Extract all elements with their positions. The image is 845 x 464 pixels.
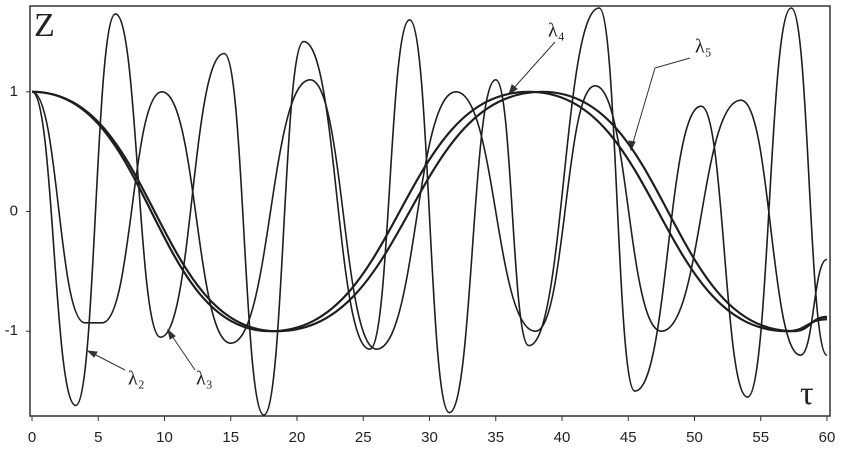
y-tick-label: 0 — [10, 202, 18, 219]
series-label: λ₅ — [695, 36, 712, 58]
x-tick-label: 10 — [156, 429, 173, 446]
series-label: λ₂ — [128, 368, 145, 390]
arrow-head — [167, 328, 176, 340]
x-axis-label: τ — [800, 375, 814, 412]
line-series — [31, 7, 828, 416]
x-tick-label: 55 — [752, 429, 769, 446]
line-series — [31, 90, 828, 333]
x-tick-label: 15 — [222, 429, 239, 446]
arrow-head — [508, 84, 518, 96]
arrow — [511, 41, 556, 91]
x-tick-label: 45 — [620, 429, 637, 446]
series-label: λ₄ — [548, 20, 565, 42]
x-tick-label: 0 — [28, 429, 36, 446]
x-tick-label: 40 — [554, 429, 571, 446]
arrow — [89, 351, 126, 371]
y-tick-label: -1 — [5, 322, 18, 339]
x-tick-label: 60 — [819, 429, 836, 446]
series-label: λ₃ — [196, 368, 213, 390]
x-tick-label: 30 — [421, 429, 438, 446]
x-tick-label: 5 — [94, 429, 102, 446]
arrow — [631, 67, 656, 147]
y-tick-label: 1 — [10, 83, 18, 100]
x-tick-label: 50 — [686, 429, 703, 446]
line-series — [31, 90, 828, 333]
arrow — [169, 332, 196, 371]
x-tick-label: 20 — [289, 429, 306, 446]
y-axis-label: Z — [34, 7, 55, 44]
leader — [654, 57, 691, 69]
x-tick-label: 25 — [355, 429, 372, 446]
x-tick-label: 35 — [487, 429, 504, 446]
arrow-head — [86, 350, 98, 358]
